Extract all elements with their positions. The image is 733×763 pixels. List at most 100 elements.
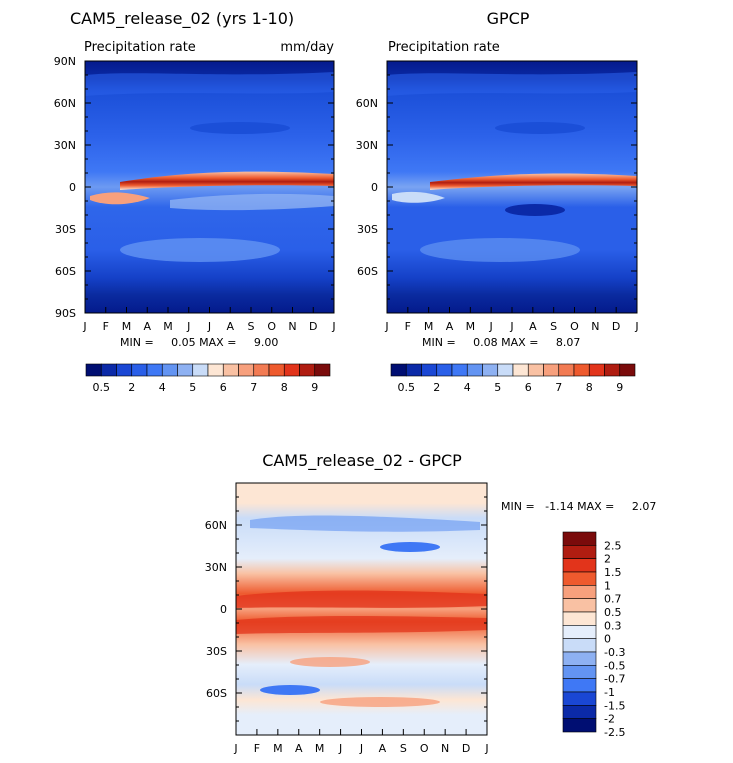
colorbar-difference-swatch	[562, 598, 597, 613]
colorbar-difference-swatch	[562, 678, 597, 693]
colorbar-panel1-label: 4	[159, 381, 166, 394]
colorbar-panel2-label: 4	[464, 381, 471, 394]
panel1-month-label: F	[103, 320, 109, 333]
panel2-dry-zone	[505, 204, 565, 216]
colorbar-difference-label: 1.5	[604, 566, 622, 579]
panel2-plot	[386, 60, 638, 314]
panel3-month-label: N	[441, 742, 449, 755]
panel3-lat-label: 0	[220, 603, 227, 616]
panel3-month-label: J	[359, 742, 363, 755]
panel3-lat-label: 60S	[206, 687, 227, 700]
colorbar-panel2-swatch	[573, 363, 590, 377]
colorbar-panel1-label: 0.5	[93, 381, 111, 394]
colorbar-difference-swatch	[562, 665, 597, 679]
panel2-lat-label: 30S	[357, 223, 378, 236]
panel3-lat-axis: 60N 30N 0 30S 60S	[205, 482, 487, 736]
panel1-arctic-band	[85, 72, 334, 96]
panel1-month-label: A	[143, 320, 151, 333]
panel1-lat-label: 60S	[55, 265, 76, 278]
panel1-month-label: M	[163, 320, 173, 333]
panel1-month-label: J	[207, 320, 211, 333]
colorbar-panel2-swatch	[558, 363, 575, 377]
colorbar-panel2-swatch	[466, 363, 483, 377]
colorbar-panel1-label: 7	[250, 381, 257, 394]
colorbar-panel1: 0.5 2 4 5 6 7 8 9	[85, 363, 331, 394]
panel3-southern-positive	[320, 697, 440, 707]
colorbar-panel2-swatch	[619, 363, 636, 377]
panel1-units: mm/day	[280, 40, 334, 55]
panel1-lat-label: 30N	[54, 139, 76, 152]
panel2-month-label: O	[570, 320, 579, 333]
colorbar-difference-label: -2.5	[604, 726, 625, 739]
panel2-month-label: J	[384, 320, 388, 333]
colorbar-panel2-label: 7	[555, 381, 562, 394]
panel1-lat-axis: 90N 60N 30N 0 30S 60S 90S	[54, 55, 334, 320]
panel1-lat-label: 90S	[55, 307, 76, 320]
colorbar-panel2-swatch	[405, 363, 422, 377]
colorbar-difference-label: 0.7	[604, 593, 622, 606]
panel3-month-label: M	[315, 742, 325, 755]
panel1-midlat-feature	[190, 122, 290, 134]
colorbar-panel1-swatch	[146, 363, 163, 377]
colorbar-difference-label: 0.5	[604, 606, 622, 619]
colorbar-difference-swatch	[562, 718, 597, 733]
colorbar-panel1-swatch	[283, 363, 300, 377]
panel3-stats: MIN = -1.14 MAX = 2.07	[501, 500, 656, 513]
colorbar-panel1-label: 9	[311, 381, 318, 394]
colorbar-panel1-swatch	[238, 363, 255, 377]
panel2-storm-track	[420, 238, 580, 262]
panel1-subtitle: Precipitation rate	[84, 40, 196, 55]
panel1-lat-label: 30S	[55, 223, 76, 236]
panel3-month-label: F	[254, 742, 260, 755]
panel1-lat-label: 90N	[54, 55, 76, 68]
colorbar-panel2-swatch	[451, 363, 468, 377]
panel2-month-label: J	[509, 320, 513, 333]
panel2-arctic-band	[387, 72, 637, 96]
colorbar-panel2-swatch	[421, 363, 438, 377]
panel1-storm-track	[120, 238, 280, 262]
colorbar-difference-label: 1	[604, 579, 611, 592]
panel3-title: CAM5_release_02 - GPCP	[262, 451, 462, 471]
colorbar-difference-label: -1	[604, 686, 615, 699]
panel3-positive-cell	[290, 657, 370, 667]
panel1-month-label: J	[331, 320, 335, 333]
colorbar-panel2-swatch	[543, 363, 560, 377]
colorbar-panel2-swatch	[512, 363, 529, 377]
panel1-plot	[84, 60, 335, 314]
panel2-month-label: M	[466, 320, 476, 333]
colorbar-difference-label: 2	[604, 553, 611, 566]
panel3-lat-label: 30N	[205, 561, 227, 574]
colorbar-panel2-swatch	[436, 363, 453, 377]
colorbar-panel1-swatch	[299, 363, 316, 377]
panel2-midlat-feature	[495, 122, 585, 134]
colorbar-panel1-swatch	[253, 363, 270, 377]
panel2-title: GPCP	[487, 9, 530, 28]
colorbar-panel1-swatch	[131, 363, 148, 377]
colorbar-panel2-swatch	[390, 363, 407, 377]
panel3-month-label: J	[233, 742, 237, 755]
colorbar-panel2-swatch	[482, 363, 499, 377]
colorbar-difference-label: 0.3	[604, 619, 622, 632]
panel2-spcz	[392, 191, 445, 203]
colorbar-panel2-label: 6	[525, 381, 532, 394]
panel1-month-label: D	[309, 320, 317, 333]
panel1-month-label: S	[248, 320, 255, 333]
colorbar-panel1-label: 6	[220, 381, 227, 394]
panel3-month-label: S	[400, 742, 407, 755]
panel3-southern-negative	[260, 685, 320, 695]
colorbar-panel2-swatch	[497, 363, 514, 377]
panel3-north-negative	[250, 515, 480, 532]
colorbar-panel2-label: 0.5	[398, 381, 416, 394]
colorbar-panel2-label: 5	[494, 381, 501, 394]
colorbar-difference-label: -0.5	[604, 659, 625, 672]
colorbar-panel1-swatch	[222, 363, 239, 377]
panel1-spcz	[90, 192, 150, 205]
colorbar-difference-swatch	[562, 558, 597, 573]
panel2-field	[387, 61, 637, 313]
panel3-month-label: D	[462, 742, 470, 755]
panel2-subtitle: Precipitation rate	[388, 40, 500, 55]
